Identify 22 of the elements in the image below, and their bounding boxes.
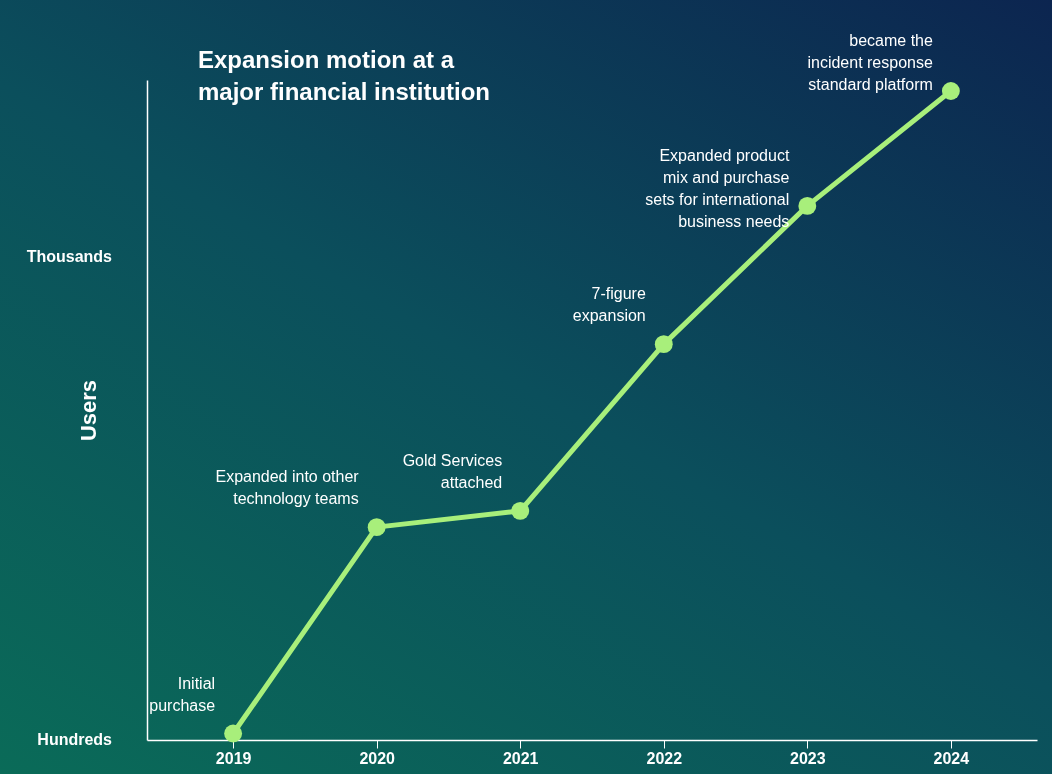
x-tick-label: 2021 [502,749,539,767]
annotation: Gold Services attached [402,451,503,491]
x-tick-label: 2022 [646,749,683,767]
annotation: Initial purchase [149,674,216,714]
point [224,724,243,743]
annotation: Expanded into other technology teams [215,468,360,508]
text: Thousands [26,248,113,265]
x-tick-label: 2024 [933,749,970,767]
x-tick-label: 2020 [359,749,396,767]
annotation: 7-figure expansion [572,285,646,325]
x-tick-label: 2019 [215,749,252,767]
y-axis-title: Users [75,379,101,442]
text: Hundreds [37,731,113,748]
chart-title: Expansion motion at a major financial institution [198,46,491,106]
point [798,196,817,215]
point [511,501,530,520]
x-tick-label: 2023 [790,749,826,767]
annotation: became the incident response standard platform [807,32,933,94]
point [941,82,960,100]
annotation: Expanded product mix and purchase sets for international business needs [645,146,790,230]
point [654,335,673,354]
point [367,518,386,537]
